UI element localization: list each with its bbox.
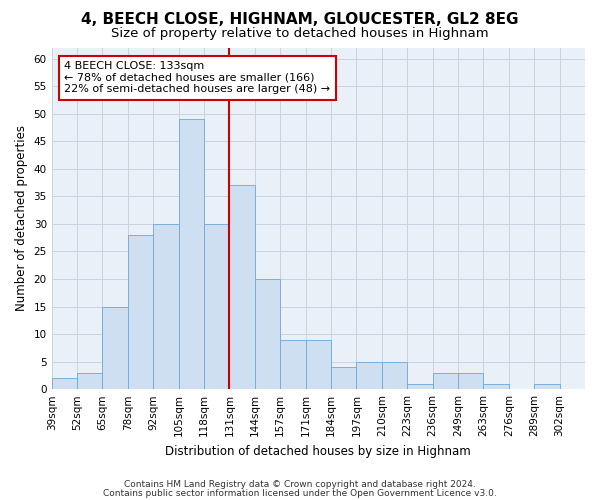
Bar: [433, 372, 458, 389]
Bar: [153, 224, 179, 389]
Bar: [407, 384, 433, 389]
Bar: [179, 119, 204, 389]
Bar: [229, 186, 255, 389]
Bar: [356, 362, 382, 389]
Bar: [103, 306, 128, 389]
Bar: [534, 384, 560, 389]
Bar: [280, 340, 305, 389]
Bar: [382, 362, 407, 389]
Bar: [204, 224, 229, 389]
Text: 4, BEECH CLOSE, HIGHNAM, GLOUCESTER, GL2 8EG: 4, BEECH CLOSE, HIGHNAM, GLOUCESTER, GL2…: [81, 12, 519, 28]
Bar: [458, 372, 484, 389]
Bar: [128, 235, 153, 389]
Bar: [484, 384, 509, 389]
Text: 4 BEECH CLOSE: 133sqm
← 78% of detached houses are smaller (166)
22% of semi-det: 4 BEECH CLOSE: 133sqm ← 78% of detached …: [64, 62, 331, 94]
X-axis label: Distribution of detached houses by size in Highnam: Distribution of detached houses by size …: [166, 444, 471, 458]
Bar: [52, 378, 77, 389]
Bar: [255, 279, 280, 389]
Bar: [305, 340, 331, 389]
Text: Contains HM Land Registry data © Crown copyright and database right 2024.: Contains HM Land Registry data © Crown c…: [124, 480, 476, 489]
Bar: [331, 367, 356, 389]
Text: Size of property relative to detached houses in Highnam: Size of property relative to detached ho…: [111, 28, 489, 40]
Bar: [77, 372, 103, 389]
Y-axis label: Number of detached properties: Number of detached properties: [15, 126, 28, 312]
Text: Contains public sector information licensed under the Open Government Licence v3: Contains public sector information licen…: [103, 488, 497, 498]
